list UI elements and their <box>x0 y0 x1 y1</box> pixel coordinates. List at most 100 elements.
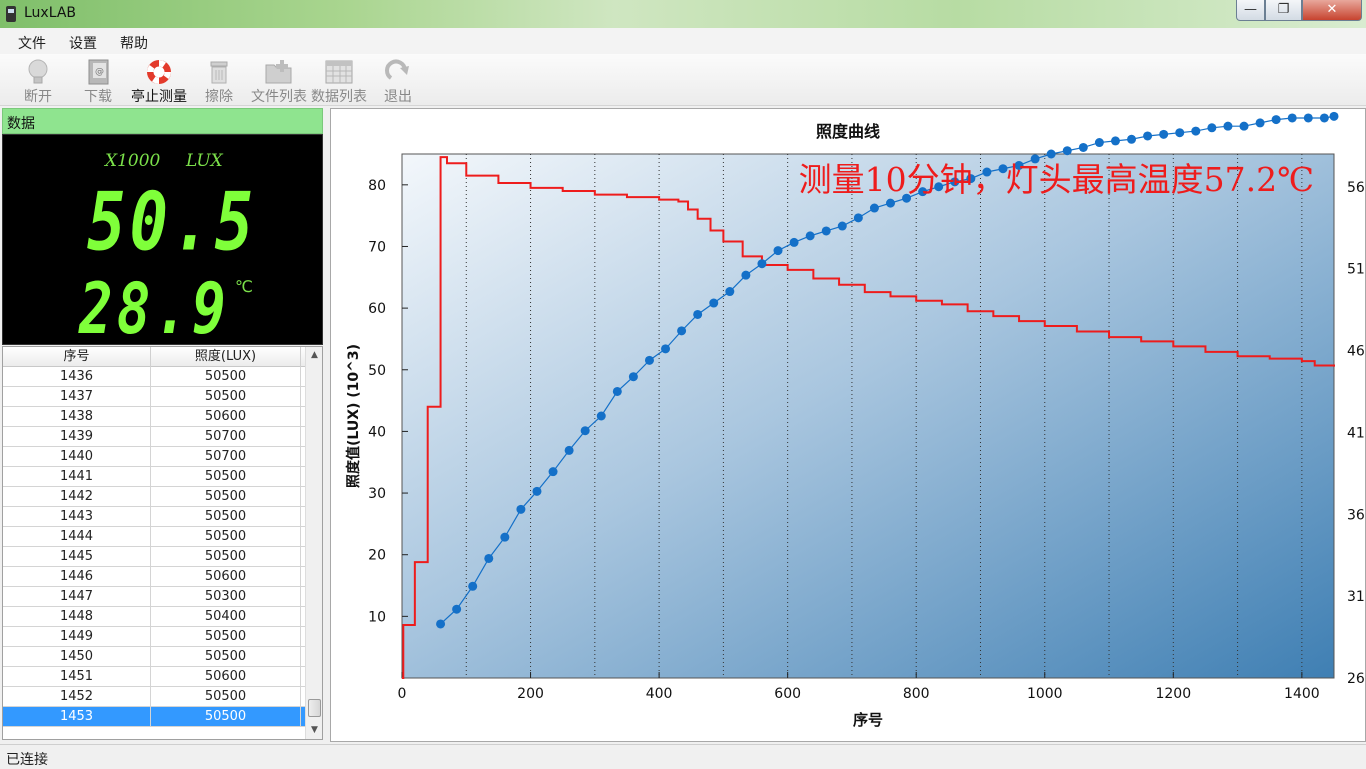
temperature-point <box>1287 113 1297 123</box>
x-axis-label: 序号 <box>853 711 883 729</box>
temperature-point <box>693 309 703 319</box>
table-scrollbar[interactable]: ▲ ▼ <box>305 347 322 739</box>
cell-lux: 50500 <box>151 467 301 487</box>
file-list-button[interactable]: 文件列表 <box>249 56 309 105</box>
cell-index: 1438 <box>3 407 151 427</box>
x-tick-label: 800 <box>903 686 930 702</box>
table-row[interactable]: 1444 50500 <box>3 527 305 547</box>
data-list-button[interactable]: 数据列表 <box>309 56 369 105</box>
temperature-point <box>773 246 783 256</box>
exit-button[interactable]: 退出 <box>376 56 420 105</box>
temperature-point <box>468 581 478 591</box>
column-header-index[interactable]: 序号 <box>3 347 151 367</box>
x-tick-label: 1000 <box>1027 686 1063 702</box>
y-axis-label: 照度值(LUX) (10^3) <box>345 344 362 488</box>
table-row[interactable]: 1451 50600 <box>3 667 305 687</box>
menu-help[interactable]: 帮助 <box>120 36 148 52</box>
plot-area <box>401 153 1335 679</box>
x-tick-label: 400 <box>646 686 673 702</box>
menu-file[interactable]: 文件 <box>18 36 46 52</box>
x-tick-label: 200 <box>517 686 544 702</box>
y-tick-label: 40 <box>368 424 386 440</box>
temperature-point <box>1127 134 1137 144</box>
temperature-point <box>869 203 879 213</box>
temperature-point <box>1159 129 1169 139</box>
table-row[interactable]: 1440 50700 <box>3 447 305 467</box>
temperature-point <box>1046 149 1056 159</box>
redo-icon <box>385 59 409 80</box>
y-tick-label: 60 <box>368 301 386 317</box>
menu-bar: 文件 设置 帮助 <box>0 28 1366 54</box>
erase-button[interactable]: 擦除 <box>198 56 240 105</box>
table-row[interactable]: 1453 50500 <box>3 707 305 727</box>
cell-lux: 50500 <box>151 627 301 647</box>
app-icon <box>6 6 16 22</box>
table-row[interactable]: 1452 50500 <box>3 687 305 707</box>
y-tick-label: 50 <box>368 363 386 379</box>
maximize-button[interactable]: ❐ <box>1265 0 1302 21</box>
scroll-thumb[interactable] <box>308 699 321 717</box>
cell-index: 1446 <box>3 567 151 587</box>
temperature-point <box>1223 121 1233 131</box>
disconnect-button[interactable]: 断开 <box>16 56 60 105</box>
folder-add-icon <box>265 60 292 84</box>
table-row[interactable]: 1448 50400 <box>3 607 305 627</box>
y-tick-label: 80 <box>368 178 386 194</box>
temperature-point <box>1030 154 1040 164</box>
table-row[interactable]: 1439 50700 <box>3 427 305 447</box>
minimize-button[interactable]: — <box>1236 0 1265 21</box>
temperature-point <box>853 213 863 223</box>
temperature-point <box>1329 111 1339 121</box>
y2-tick-label: 51 <box>1347 262 1365 278</box>
temperature-point <box>902 193 912 203</box>
scroll-up-icon[interactable]: ▲ <box>311 350 318 360</box>
menu-settings[interactable]: 设置 <box>69 36 97 52</box>
table-row[interactable]: 1443 50500 <box>3 507 305 527</box>
cell-index: 1445 <box>3 547 151 567</box>
cell-lux: 50500 <box>151 687 301 707</box>
y2-tick-label: 31 <box>1347 589 1365 605</box>
y2-tick-label: 36 <box>1347 507 1365 523</box>
table-row[interactable]: 1436 50500 <box>3 367 305 387</box>
temperature-point <box>741 270 751 280</box>
y-tick-label: 10 <box>368 609 386 625</box>
temperature-point <box>452 604 462 614</box>
cell-lux: 50700 <box>151 447 301 467</box>
data-panel-header: 数据 <box>2 108 323 134</box>
table-row[interactable]: 1438 50600 <box>3 407 305 427</box>
y2-tick-label: 46 <box>1347 344 1365 360</box>
temperature-point <box>1143 131 1153 141</box>
temperature-unit: ℃ <box>235 277 253 296</box>
stop-measure-button[interactable]: 亭止测量 <box>128 56 190 105</box>
temperature-point <box>1303 113 1313 123</box>
temperature-point <box>805 231 815 241</box>
table-row[interactable]: 1447 50300 <box>3 587 305 607</box>
multiplier-label: X1000 <box>105 151 161 171</box>
download-button[interactable]: @ 下载 <box>76 56 120 105</box>
temperature-point <box>532 486 542 496</box>
temperature-point <box>612 386 622 396</box>
cell-index: 1439 <box>3 427 151 447</box>
cell-index: 1441 <box>3 467 151 487</box>
temperature-point <box>789 237 799 247</box>
table-body: 1436 50500 1437 50500 1438 50600 1439 50700 1440… <box>3 367 305 727</box>
svg-text:@: @ <box>95 67 104 77</box>
y2-tick-label: 41 <box>1347 425 1365 441</box>
close-button[interactable]: ✕ <box>1302 0 1362 21</box>
temperature-point <box>821 226 831 236</box>
table-row[interactable]: 1441 50500 <box>3 467 305 487</box>
cell-index: 1440 <box>3 447 151 467</box>
table-row[interactable]: 1446 50600 <box>3 567 305 587</box>
table-row[interactable]: 1445 50500 <box>3 547 305 567</box>
table-row[interactable]: 1437 50500 <box>3 387 305 407</box>
table-row[interactable]: 1442 50500 <box>3 487 305 507</box>
table-row[interactable]: 1449 50500 <box>3 627 305 647</box>
column-header-lux[interactable]: 照度(LUX) <box>151 347 301 367</box>
y-tick-label: 20 <box>368 548 386 564</box>
table-header: 序号 照度(LUX) <box>3 347 305 367</box>
temperature-point <box>1078 142 1088 152</box>
scroll-down-icon[interactable]: ▼ <box>311 725 318 735</box>
cell-index: 1444 <box>3 527 151 547</box>
toolbar: 断开 @ 下载 亭止测量 擦除 文件列表 <box>0 54 1366 106</box>
table-row[interactable]: 1450 50500 <box>3 647 305 667</box>
